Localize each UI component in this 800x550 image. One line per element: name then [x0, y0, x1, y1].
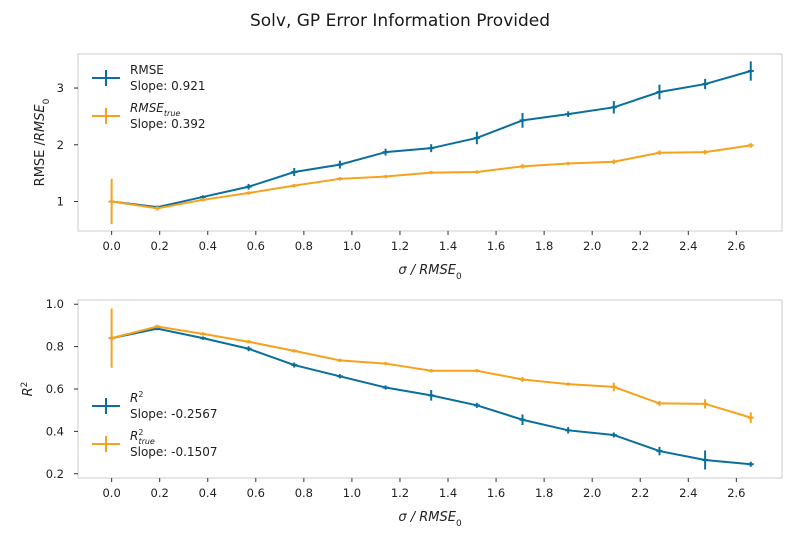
y-tick-label: 1.0 — [46, 297, 64, 311]
x-axis-label: σ / RMSE0 — [398, 510, 462, 529]
legend-slope: Slope: 0.392 — [130, 117, 206, 131]
legend-label: RMSEtrue — [130, 101, 180, 118]
x-tick-label: 1.6 — [487, 486, 505, 500]
x-tick-label: 2.2 — [631, 486, 649, 500]
legend-r2: R2 Slope: -0.2567 — [92, 390, 217, 421]
plot-frame — [77, 53, 783, 232]
x-tick-label: 0.8 — [295, 239, 313, 253]
x-tick-label: 2.6 — [727, 486, 745, 500]
legend-label: R2 true — [130, 428, 155, 446]
x-tick-label: 0.6 — [247, 239, 265, 253]
y-tick-label: 0.2 — [46, 467, 64, 481]
x-tick-label: 0.6 — [247, 486, 265, 500]
x-tick-label: 0.0 — [102, 239, 120, 253]
legend-label: RMSE — [130, 63, 164, 77]
legend-slope: Slope: -0.2567 — [130, 407, 217, 421]
legend-label: R2 — [130, 390, 143, 405]
x-tick-label: 1.4 — [439, 239, 457, 253]
rmse-panel: 0.0 0.2 0.4 0.6 0.8 1.0 1.2 1.4 1.6 1.8 2.0 2.2 2.4 2… — [33, 53, 783, 282]
y-tick-label: 1 — [57, 195, 64, 209]
x-tick-label: 1.0 — [343, 239, 361, 253]
x-axis-label: σ / RMSE0 — [398, 263, 462, 282]
r2-panel: 0.0 0.2 0.4 0.6 0.8 1.0 1.2 1.4 1.6 1.8 2.0 2.2 2.4 2… — [20, 297, 783, 529]
y-tick-label: 0.8 — [46, 340, 64, 354]
x-tick-label: 0.0 — [102, 486, 120, 500]
y-axis-label: RMSE /RMSE0 — [33, 98, 52, 186]
legend-rmse: RMSE Slope: 0.921 — [92, 63, 206, 93]
x-tick-label: 1.8 — [535, 486, 553, 500]
x-tick-label: 0.2 — [151, 239, 169, 253]
x-tick-label: 2.2 — [631, 239, 649, 253]
x-tick-label: 0.2 — [151, 486, 169, 500]
series-R2_true — [108, 308, 754, 423]
x-tick-label: 2.4 — [679, 486, 697, 500]
series-RMSE — [108, 61, 754, 209]
x-tick-label: 1.0 — [343, 486, 361, 500]
x-tick-label: 2.0 — [583, 486, 601, 500]
x-tick-label: 1.2 — [391, 486, 409, 500]
x-tick-label: 0.8 — [295, 486, 313, 500]
series-R2 — [108, 326, 754, 470]
x-tick-label: 0.4 — [199, 239, 217, 253]
y-tick-label: 0.6 — [46, 382, 64, 396]
x-tick-label: 1.8 — [535, 239, 553, 253]
x-tick-label: 1.2 — [391, 239, 409, 253]
y-tick-label: 0.4 — [46, 424, 64, 438]
y-axis-label: R2 — [20, 382, 36, 397]
x-tick-label: 2.6 — [727, 239, 745, 253]
x-tick-label: 1.6 — [487, 239, 505, 253]
x-tick-label: 2.4 — [679, 239, 697, 253]
legend-slope: Slope: -0.1507 — [130, 445, 217, 459]
x-tick-label: 0.4 — [199, 486, 217, 500]
legend-slope: Slope: 0.921 — [130, 79, 206, 93]
y-tick-label: 3 — [57, 81, 64, 95]
x-tick-label: 1.4 — [439, 486, 457, 500]
series-RMSE_true — [108, 143, 754, 225]
y-tick-label: 2 — [57, 138, 64, 152]
x-tick-label: 2.0 — [583, 239, 601, 253]
figure-title: Solv, GP Error Information Provided — [250, 11, 550, 31]
